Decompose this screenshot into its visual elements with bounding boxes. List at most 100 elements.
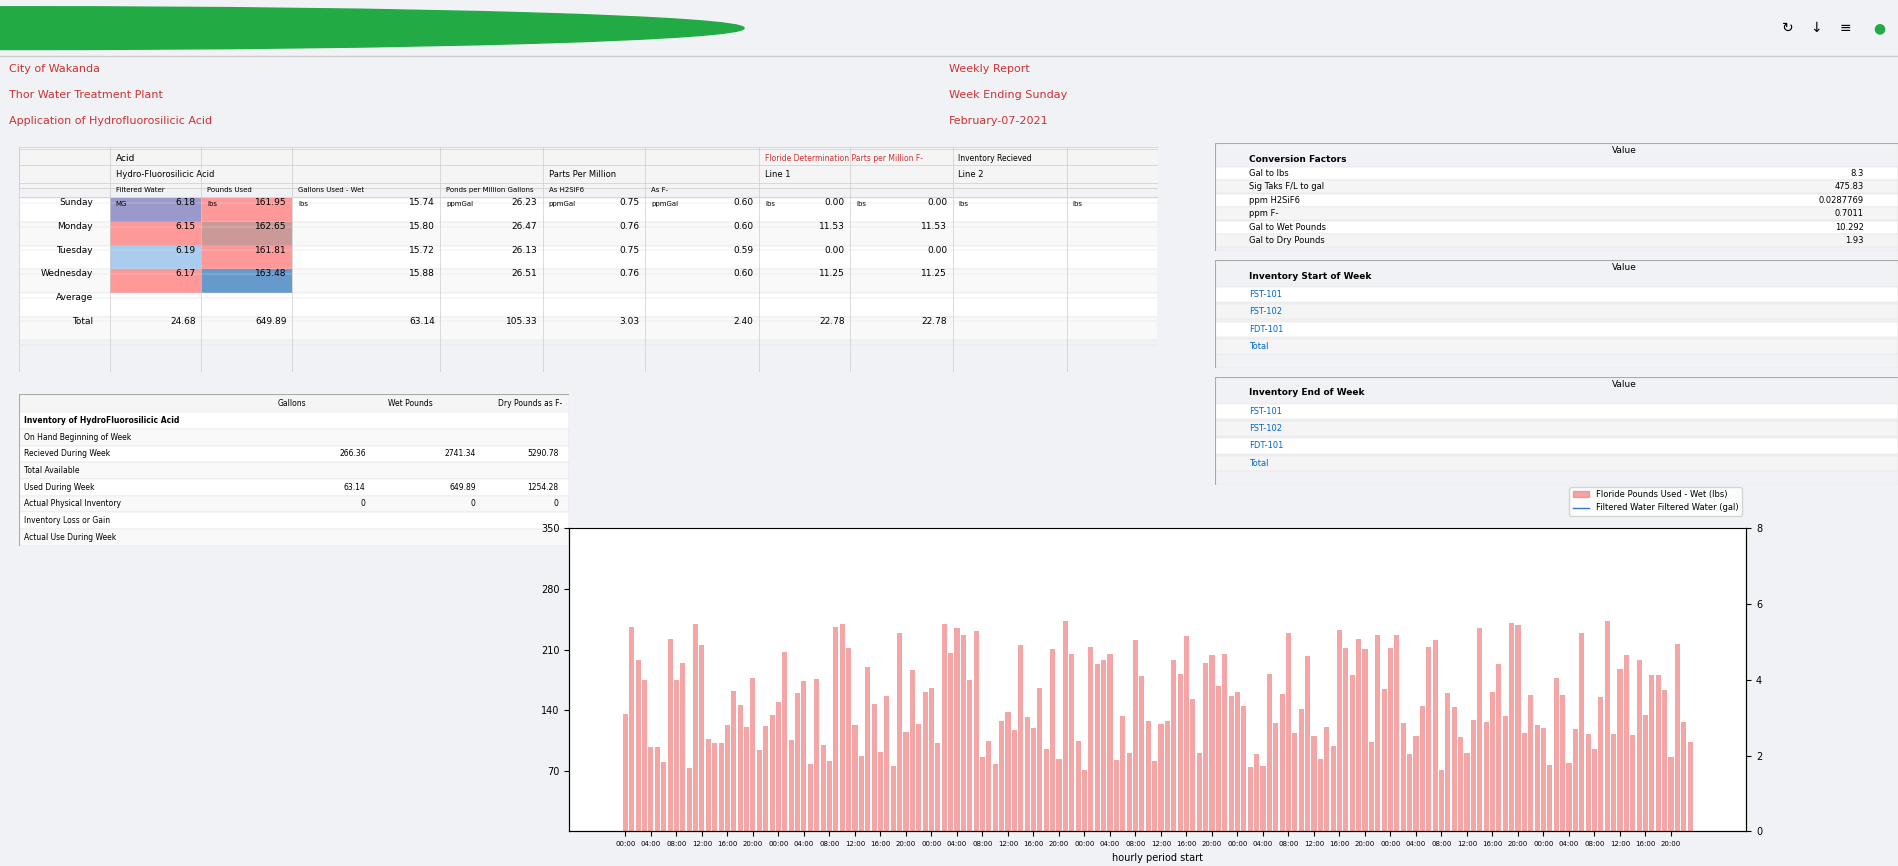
Bar	[642, 680, 647, 831]
Text: Weekly Report: Weekly Report	[949, 63, 1031, 74]
Bar	[636, 660, 642, 831]
Bar	[928, 688, 934, 831]
FancyBboxPatch shape	[19, 412, 569, 429]
Text: Gal to Dry Pounds: Gal to Dry Pounds	[1249, 236, 1325, 245]
Text: 162.65: 162.65	[254, 222, 287, 231]
Text: Line 1: Line 1	[765, 170, 790, 178]
FancyBboxPatch shape	[1215, 404, 1898, 419]
Text: ≡: ≡	[1839, 21, 1851, 36]
Bar	[1222, 654, 1228, 831]
Bar	[1306, 656, 1310, 831]
Bar	[922, 692, 928, 831]
Text: 1254.28: 1254.28	[528, 482, 558, 492]
Text: Line 2: Line 2	[958, 170, 983, 178]
Bar	[1687, 742, 1693, 831]
FancyBboxPatch shape	[1215, 321, 1898, 337]
Bar	[1649, 675, 1655, 831]
Text: Total: Total	[1249, 342, 1268, 351]
Text: Hydro-Fluorosilicic Acid: Hydro-Fluorosilicic Acid	[116, 170, 214, 178]
Bar	[1266, 675, 1272, 831]
Text: Thor Water Treatment Plant: Thor Water Treatment Plant	[9, 90, 163, 100]
Bar	[1477, 628, 1482, 831]
Text: Inventory Start of Week: Inventory Start of Week	[1249, 272, 1370, 281]
Text: 15.72: 15.72	[408, 246, 435, 255]
Bar	[852, 725, 858, 831]
Text: Filtered Water: Filtered Water	[116, 187, 165, 193]
FancyBboxPatch shape	[1215, 235, 1898, 248]
Text: 5290.78: 5290.78	[528, 449, 558, 458]
Bar	[820, 745, 826, 831]
Bar	[661, 762, 666, 831]
Text: 0: 0	[471, 500, 476, 508]
Text: Week Ending Sunday: Week Ending Sunday	[949, 90, 1067, 100]
FancyBboxPatch shape	[1215, 287, 1898, 302]
Text: February-07-2021: February-07-2021	[949, 116, 1048, 126]
Text: 105.33: 105.33	[505, 317, 537, 326]
Bar	[1598, 696, 1604, 831]
Text: Value: Value	[1611, 263, 1638, 272]
Text: 6.19: 6.19	[175, 246, 195, 255]
Text: 0.60: 0.60	[733, 222, 754, 231]
Bar	[1114, 759, 1120, 831]
Text: Total Available: Total Available	[25, 466, 80, 475]
Text: Inventory of HydroFluorosilicic Acid: Inventory of HydroFluorosilicic Acid	[25, 416, 180, 425]
Bar	[712, 743, 717, 831]
Bar	[1528, 695, 1534, 831]
Bar	[1088, 647, 1093, 831]
Text: FST-101: FST-101	[1249, 407, 1281, 416]
Bar	[1401, 722, 1406, 831]
Text: lbs: lbs	[856, 201, 865, 206]
Bar	[776, 701, 780, 831]
Bar	[890, 766, 896, 831]
FancyBboxPatch shape	[19, 495, 569, 513]
Text: Parts Per Million: Parts Per Million	[549, 170, 615, 178]
Bar	[1382, 689, 1387, 831]
Text: FST-101: FST-101	[1249, 290, 1281, 299]
Bar	[1566, 763, 1572, 831]
Bar	[1368, 742, 1374, 831]
Text: lbs: lbs	[765, 201, 774, 206]
Bar	[744, 727, 750, 831]
Bar	[909, 670, 915, 831]
Bar	[871, 704, 877, 831]
Bar	[1057, 759, 1061, 831]
Text: 0.60: 0.60	[733, 198, 754, 208]
Text: As F-: As F-	[651, 187, 668, 193]
Bar	[763, 727, 769, 831]
FancyBboxPatch shape	[201, 246, 292, 269]
Text: 0.75: 0.75	[619, 198, 640, 208]
Text: Water Industry Vertical: Water Industry Vertical	[57, 21, 258, 36]
Bar	[1069, 654, 1074, 831]
FancyBboxPatch shape	[201, 269, 292, 293]
FancyBboxPatch shape	[110, 198, 201, 222]
Bar	[1630, 734, 1636, 831]
Text: Average: Average	[55, 293, 93, 302]
Text: ●: ●	[1873, 21, 1885, 36]
FancyBboxPatch shape	[19, 462, 569, 479]
Bar	[706, 739, 712, 831]
Bar	[782, 652, 788, 831]
Bar	[917, 723, 921, 831]
FancyBboxPatch shape	[110, 222, 201, 246]
Text: 63.14: 63.14	[408, 317, 435, 326]
Bar	[1184, 637, 1188, 831]
Bar	[1490, 692, 1496, 831]
Bar	[1012, 730, 1017, 831]
FancyBboxPatch shape	[19, 513, 569, 529]
Bar	[1158, 724, 1163, 831]
Text: FDT-101: FDT-101	[1249, 325, 1283, 333]
Bar	[1063, 621, 1069, 831]
Bar	[987, 741, 991, 831]
Bar	[757, 750, 761, 831]
Bar	[1317, 759, 1323, 831]
Text: 10.292: 10.292	[1835, 223, 1864, 232]
Bar	[1573, 728, 1577, 831]
Bar	[1668, 757, 1674, 831]
Bar	[674, 680, 679, 831]
Bar	[898, 633, 902, 831]
Bar	[1425, 647, 1431, 831]
Bar	[974, 631, 979, 831]
Bar	[858, 756, 864, 831]
Bar	[941, 624, 947, 831]
Text: lbs: lbs	[298, 201, 307, 206]
